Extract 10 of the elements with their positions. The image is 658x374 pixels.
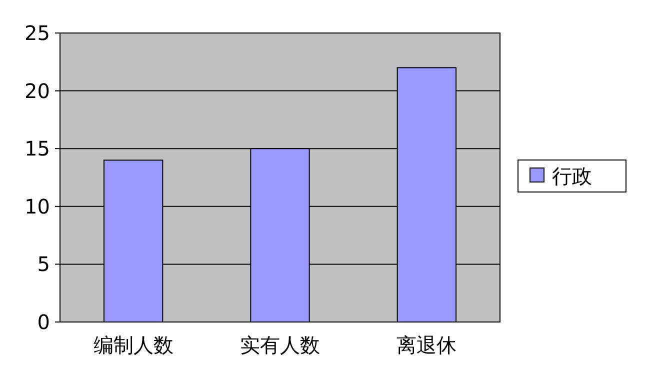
y-tick-label: 5 — [37, 252, 50, 276]
y-tick-label: 0 — [37, 310, 50, 334]
y-tick-label: 10 — [24, 194, 50, 218]
x-tick-label: 离退休 — [396, 333, 457, 357]
legend-label: 行政 — [552, 164, 592, 188]
x-tick-label: 编制人数 — [93, 333, 174, 357]
x-tick-label: 实有人数 — [240, 333, 320, 357]
y-tick-label: 15 — [24, 136, 50, 161]
y-tick-label: 25 — [24, 21, 50, 45]
y-tick-label: 20 — [24, 78, 50, 103]
